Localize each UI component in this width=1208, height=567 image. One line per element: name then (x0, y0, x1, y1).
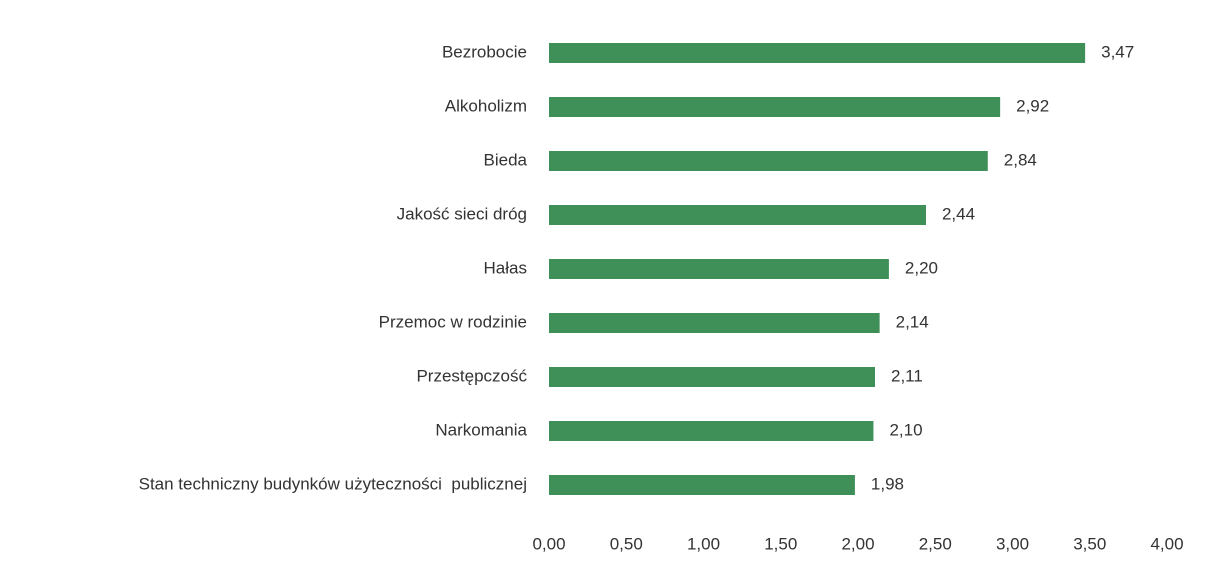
value-label: 1,98 (871, 474, 904, 493)
value-label: 2,84 (1004, 150, 1037, 169)
x-tick-label: 2,50 (919, 534, 952, 553)
y-tick-label: Stan techniczny budynków użyteczności pu… (139, 474, 527, 493)
x-tick-label: 0,00 (532, 534, 565, 553)
x-tick-label: 1,00 (687, 534, 720, 553)
y-tick-label: Przestępczość (416, 366, 527, 385)
bar (549, 97, 1001, 117)
value-label: 2,20 (905, 258, 938, 277)
bar (549, 43, 1086, 63)
y-tick-label: Jakość sieci dróg (397, 204, 527, 223)
value-label: 2,92 (1016, 96, 1049, 115)
y-tick-label: Bieda (484, 150, 528, 169)
value-label: 2,44 (942, 204, 975, 223)
value-label: 2,10 (889, 420, 922, 439)
bar (549, 259, 889, 279)
bar (549, 205, 926, 225)
value-label: 3,47 (1101, 42, 1134, 61)
y-tick-label: Narkomania (435, 420, 527, 439)
x-tick-label: 1,50 (764, 534, 797, 553)
bar (549, 367, 875, 387)
x-tick-label: 3,00 (996, 534, 1029, 553)
bar (549, 475, 855, 495)
bar (549, 151, 988, 171)
y-tick-label: Przemoc w rodzinie (379, 312, 527, 331)
y-tick-label: Alkoholizm (445, 96, 527, 115)
x-tick-label: 0,50 (610, 534, 643, 553)
value-label: 2,14 (896, 312, 929, 331)
y-tick-label: Bezrobocie (442, 42, 527, 61)
y-tick-label: Hałas (484, 258, 527, 277)
x-tick-label: 4,00 (1150, 534, 1183, 553)
x-tick-label: 3,50 (1073, 534, 1106, 553)
value-label: 2,11 (891, 366, 923, 385)
bar (549, 313, 880, 333)
bar (549, 421, 874, 441)
x-tick-label: 2,00 (841, 534, 874, 553)
